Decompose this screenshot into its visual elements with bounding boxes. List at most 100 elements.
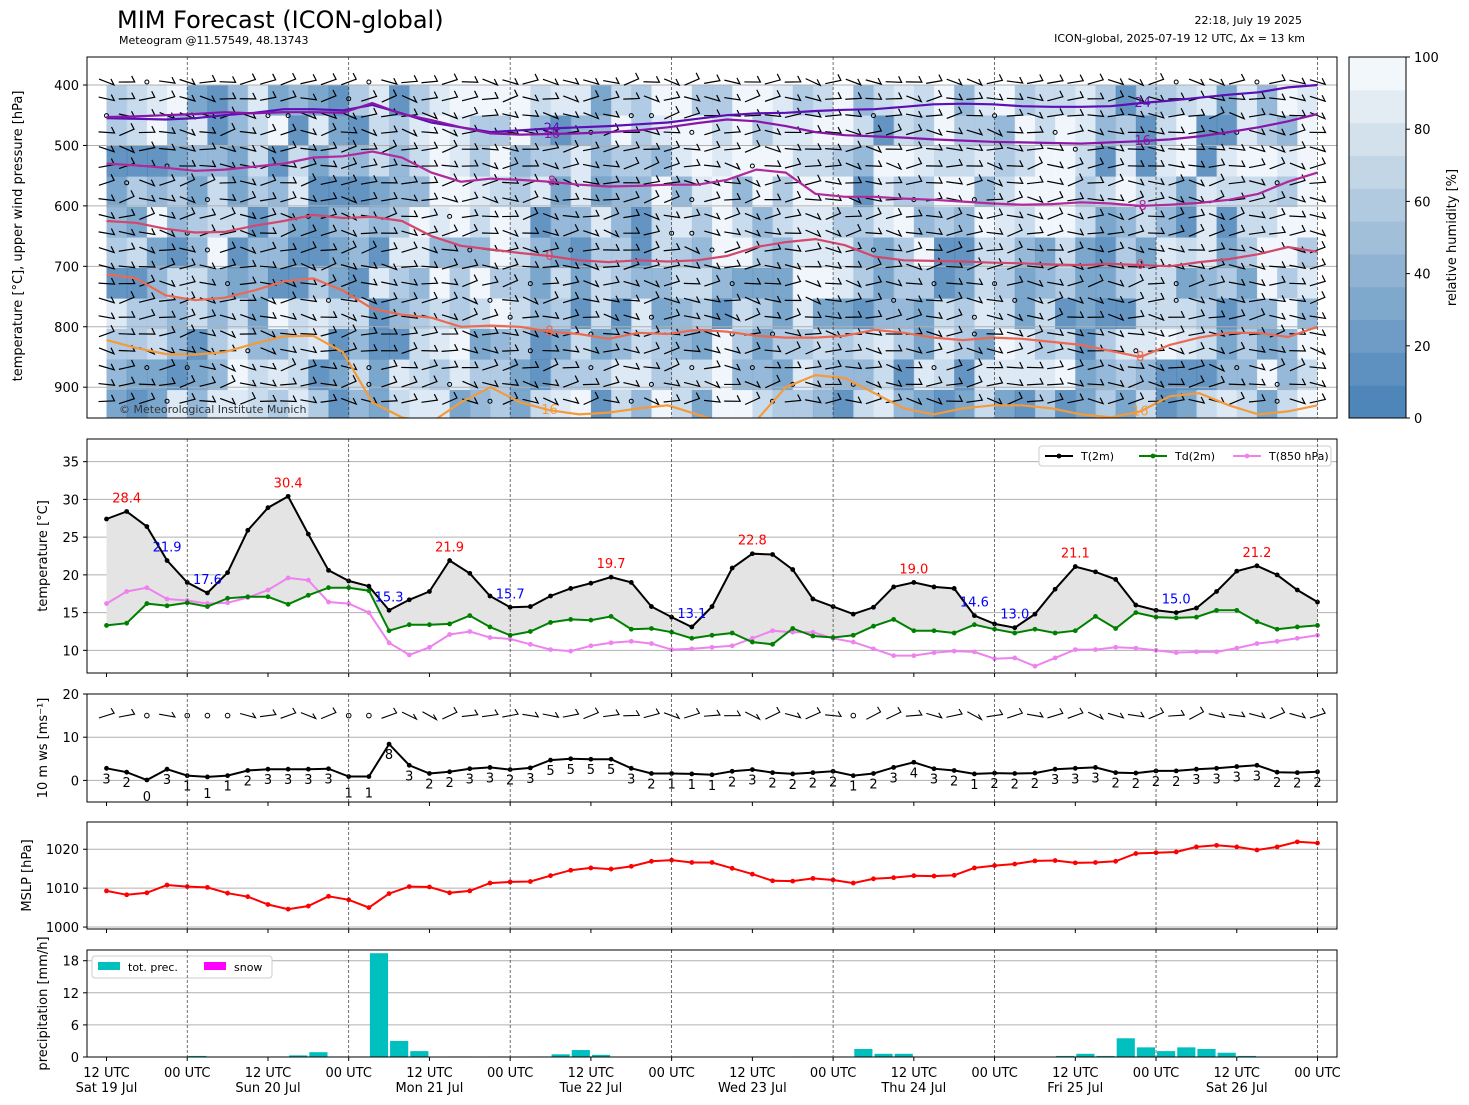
wind-barb xyxy=(784,94,802,102)
series-td2m-point xyxy=(770,641,775,647)
wind-barb-calm xyxy=(144,79,150,85)
wind-barb xyxy=(1188,160,1206,168)
humidity-cell xyxy=(187,359,209,391)
humidity-cell xyxy=(651,115,673,147)
wind-barb xyxy=(623,190,640,203)
humidity-cell xyxy=(368,115,391,147)
wind-barb xyxy=(563,375,580,388)
wind-barb xyxy=(946,93,964,101)
wind-barb xyxy=(1047,178,1065,186)
humidity-cell xyxy=(611,237,633,269)
humidity-cell xyxy=(409,329,431,360)
wind-barb xyxy=(1188,223,1205,237)
wind-barb xyxy=(260,347,277,356)
wind-barb xyxy=(1067,91,1085,101)
humidity-cell xyxy=(893,146,915,177)
humidity-cell xyxy=(288,115,310,147)
wind-barb xyxy=(179,375,196,389)
series-t2m-point xyxy=(850,611,856,617)
wind-barb xyxy=(1269,145,1286,154)
wind-barb xyxy=(623,176,641,184)
legend-label: snow xyxy=(234,961,262,974)
humidity-cell xyxy=(146,237,169,269)
wind-barb-calm xyxy=(931,365,937,371)
wind-barb xyxy=(542,128,560,136)
wind-barb xyxy=(804,193,822,201)
wind-barb xyxy=(138,141,156,152)
colorbar-segment xyxy=(1349,319,1406,353)
wind-barb xyxy=(1067,296,1085,304)
humidity-cell xyxy=(873,85,895,116)
humidity-cell xyxy=(328,390,350,418)
wind-barb xyxy=(1249,191,1266,203)
series-wind-speed-point xyxy=(1093,765,1098,770)
wind-speed-label: 3 xyxy=(324,773,332,788)
wind-barb xyxy=(1128,78,1145,87)
humidity-cell xyxy=(772,268,794,299)
wind-barb xyxy=(664,358,680,372)
wind-barb xyxy=(704,330,721,338)
wind-barb xyxy=(986,227,1004,235)
humidity-cell xyxy=(550,85,572,116)
wind-barb xyxy=(784,244,802,252)
series-wind-speed-point xyxy=(527,765,533,771)
humidity-cell xyxy=(489,237,512,269)
humidity-cell xyxy=(873,298,895,330)
day-label: Sat 19 Jul xyxy=(76,1081,138,1096)
wind-barb-calm xyxy=(204,247,210,253)
wind-barb xyxy=(784,361,802,369)
precip-bar xyxy=(591,1054,611,1057)
series-t850-point xyxy=(225,600,231,606)
wind-barb xyxy=(98,324,115,338)
wind-barb xyxy=(421,74,439,84)
wind-barb xyxy=(1026,377,1044,386)
wind-barb-calm xyxy=(689,230,695,236)
wind-barb xyxy=(341,374,357,389)
wind-barb xyxy=(1228,143,1246,151)
wind-barb xyxy=(885,308,903,320)
series-td2m-point xyxy=(1294,624,1300,630)
series-t2m-point xyxy=(225,570,231,576)
humidity-cell xyxy=(1156,207,1178,238)
humidity-cell xyxy=(893,298,915,330)
humidity-cell xyxy=(207,237,229,269)
wind-barb xyxy=(825,74,842,85)
wind-barb-calm xyxy=(1173,281,1179,287)
series-t850-point xyxy=(1072,647,1078,652)
temperature-extreme-label: 21.2 xyxy=(1242,546,1271,561)
wind-barb xyxy=(1188,262,1206,270)
wind-barb xyxy=(381,242,398,253)
wind-barb xyxy=(926,257,943,271)
wind-barb xyxy=(946,291,963,304)
humidity-cell xyxy=(792,115,814,147)
humidity-cell xyxy=(1135,146,1158,177)
isotherm-line xyxy=(106,213,1318,268)
humidity-cell xyxy=(449,390,471,418)
wind-barb xyxy=(805,229,822,238)
y-tick-label: 600 xyxy=(54,200,79,215)
surface-wind-barb xyxy=(1289,712,1307,719)
wind-barb xyxy=(481,108,499,117)
humidity-cell xyxy=(1236,176,1258,208)
series-t2m-point xyxy=(305,531,311,537)
wind-barb xyxy=(421,276,439,285)
legend-box xyxy=(1038,445,1332,467)
wind-barb xyxy=(1107,194,1125,202)
series-t2m-point xyxy=(386,607,392,613)
wind-barb xyxy=(885,143,903,150)
x-tick-label: 12 UTC xyxy=(1052,1066,1098,1081)
humidity-cell xyxy=(590,359,613,391)
series-t2m-point xyxy=(911,580,917,585)
wind-barb xyxy=(946,106,963,120)
panel-background xyxy=(87,950,1337,1057)
wind-barb xyxy=(925,294,944,302)
humidity-cell xyxy=(590,115,613,147)
humidity-cell xyxy=(611,85,633,116)
wind-barb xyxy=(522,360,540,369)
wind-barb xyxy=(986,243,1004,252)
humidity-cell xyxy=(207,268,229,299)
series-wind-speed-point xyxy=(850,773,856,779)
humidity-cell xyxy=(1034,390,1057,418)
temperature-extreme-label: 28.4 xyxy=(112,491,141,506)
wind-barb xyxy=(1309,362,1327,370)
